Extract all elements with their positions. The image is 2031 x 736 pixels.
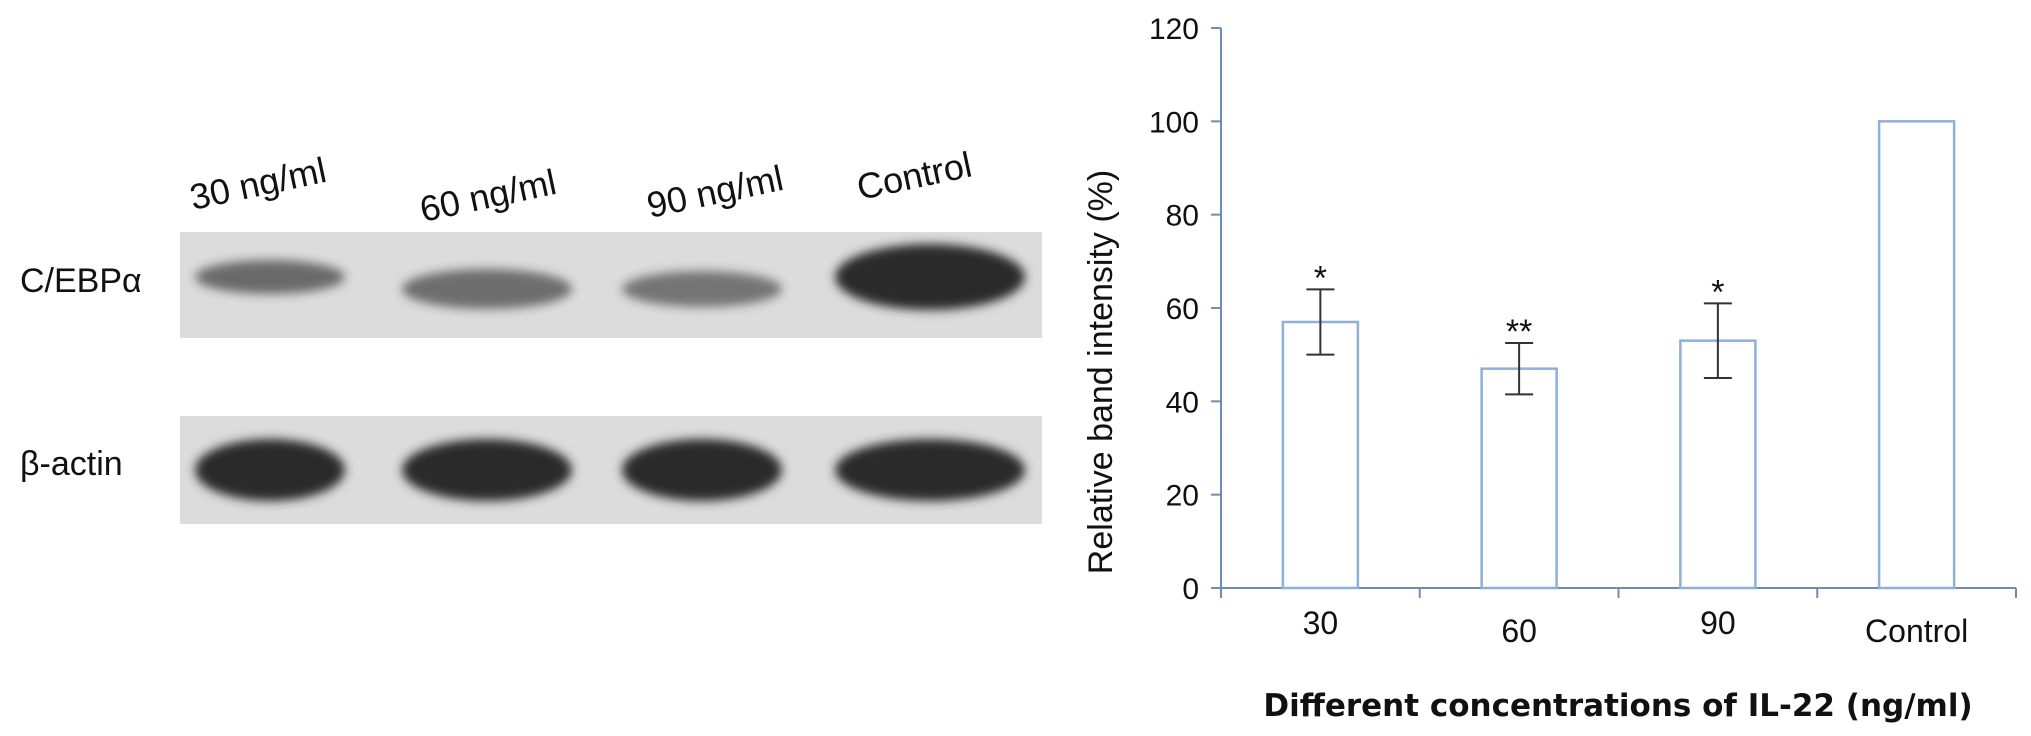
bar-chart-panel: Relative band intensity (%) 0 20 40 60 80 100…: [1082, 13, 2017, 724]
y-tick-label: 20: [1166, 480, 1199, 513]
y-tick-label: 120: [1149, 13, 1199, 46]
significance-mark: *: [1711, 273, 1724, 311]
blot-band: [622, 439, 782, 501]
lane-label-90: 90 ng/ml: [643, 157, 787, 226]
significance-marks: ****: [1314, 259, 1725, 351]
category-label: 60: [1501, 613, 1537, 649]
bars: [1281, 120, 1956, 590]
protein-label-cebpa: C/EBPα: [20, 262, 142, 300]
lane-label-60: 60 ng/ml: [416, 161, 560, 230]
bar-control: [1877, 120, 1956, 590]
lane-label-control: Control: [853, 144, 975, 208]
y-tick-label: 60: [1166, 293, 1199, 326]
bar-90: [1679, 339, 1757, 590]
bar-30: [1281, 320, 1360, 590]
blot-band: [402, 269, 572, 309]
category-label: 30: [1303, 605, 1339, 641]
error-bars: [1306, 288, 1732, 396]
y-axis-title: Relative band intensity (%): [1082, 170, 1120, 574]
bar-60: [1480, 367, 1558, 590]
blot-band: [835, 439, 1025, 501]
blot-band: [622, 271, 782, 307]
blot-band: [835, 244, 1025, 310]
y-ticks: 0 20 40 60 80 100 120: [1149, 13, 1221, 606]
y-tick-label: 100: [1149, 106, 1199, 139]
x-ticks: [1220, 588, 2017, 598]
blot-band: [195, 260, 345, 294]
lane-label-30: 30 ng/ml: [186, 149, 330, 218]
blot-band: [402, 439, 572, 501]
significance-mark: *: [1314, 259, 1327, 297]
significance-mark: **: [1506, 313, 1532, 351]
category-labels: 30 60 90 Control: [1303, 605, 1969, 649]
y-tick-label: 80: [1166, 200, 1199, 233]
blot-bands: [195, 244, 1025, 501]
y-tick-label: 0: [1182, 573, 1199, 606]
category-label: Control: [1865, 613, 1968, 649]
x-axis-title: Different concentrations of IL-22 (ng/ml…: [1263, 688, 1972, 724]
category-label: 90: [1700, 605, 1736, 641]
blot-band: [195, 439, 345, 501]
y-tick-label: 40: [1166, 386, 1199, 419]
western-blot-panel: 30 ng/ml 60 ng/ml 90 ng/ml Control C/EBP…: [20, 144, 1042, 524]
protein-label-beta-actin: β-actin: [20, 445, 123, 483]
